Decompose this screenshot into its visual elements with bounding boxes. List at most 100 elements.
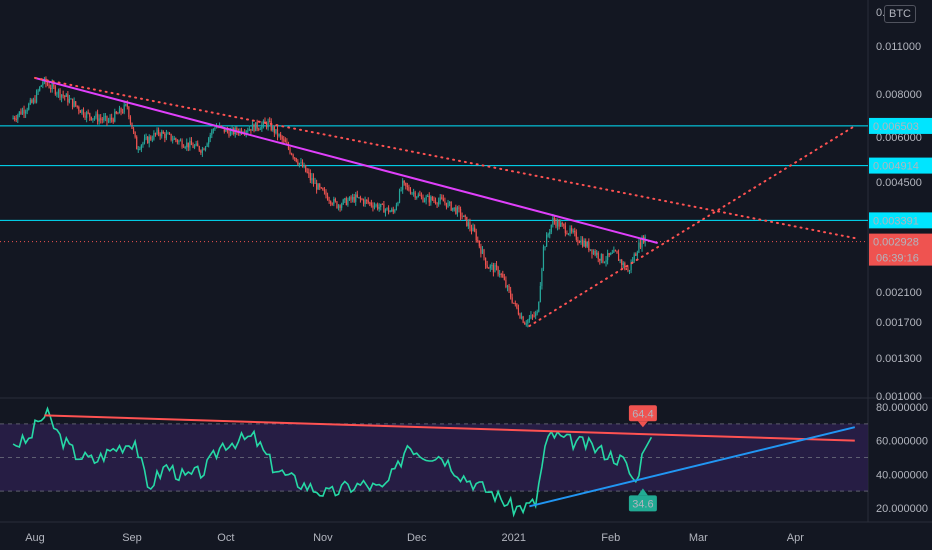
- candle-body: [416, 196, 418, 198]
- currency-badge[interactable]: BTC: [884, 5, 916, 23]
- candle-body: [628, 270, 631, 272]
- candle-body: [486, 265, 488, 268]
- candle-body: [270, 121, 272, 131]
- candle-body: [536, 311, 538, 314]
- candle-body: [48, 84, 50, 88]
- horizontal-levels[interactable]: [0, 125, 868, 243]
- candle-body: [229, 130, 232, 136]
- candle-body: [574, 230, 576, 233]
- candle-body: [339, 205, 341, 208]
- candle-body: [469, 222, 471, 229]
- candle-body: [630, 262, 632, 271]
- candle-body: [510, 290, 512, 298]
- candle-body: [577, 239, 579, 242]
- candle-body: [467, 222, 469, 227]
- candle-body: [262, 120, 265, 125]
- trendlines[interactable]: [34, 76, 856, 328]
- candle-body: [474, 227, 476, 232]
- candle-body: [350, 196, 352, 200]
- candle-body: [514, 303, 516, 305]
- candle-body: [464, 215, 466, 217]
- candle-body: [364, 199, 366, 204]
- candle-body: [458, 207, 460, 209]
- candle-body: [455, 207, 457, 214]
- time-tick-label: 2021: [501, 532, 525, 544]
- candle-body: [533, 315, 535, 317]
- candle-body: [633, 254, 635, 262]
- candle-body: [126, 104, 128, 107]
- candle-body: [322, 187, 324, 191]
- trendline-dotted[interactable]: [528, 125, 856, 328]
- candle-body: [564, 225, 566, 234]
- candle-body: [256, 122, 258, 129]
- candle-body: [225, 128, 227, 132]
- candle-body: [635, 254, 637, 256]
- candle-body: [328, 200, 330, 202]
- candle-body: [331, 203, 333, 205]
- candle-body: [95, 113, 97, 118]
- candle-body: [79, 110, 81, 113]
- level-price-badge: [869, 117, 932, 134]
- candle-body: [195, 143, 197, 146]
- candle-body: [411, 192, 413, 194]
- candle-body: [524, 322, 526, 325]
- candle-body: [605, 260, 607, 263]
- trendline-solid[interactable]: [34, 76, 658, 244]
- candle-body: [362, 199, 365, 204]
- candle-body: [21, 109, 24, 115]
- candle-body: [187, 142, 189, 148]
- candle-body: [317, 184, 319, 190]
- candle-body: [245, 130, 247, 134]
- candle-body: [430, 196, 432, 203]
- candle-body: [29, 99, 31, 104]
- candle-body: [101, 119, 103, 121]
- candle-body: [87, 112, 89, 114]
- candle-body: [580, 239, 582, 243]
- candle-body: [347, 200, 349, 205]
- candle-body: [140, 145, 142, 149]
- candle-body: [295, 158, 297, 162]
- time-tick-label: Feb: [601, 532, 620, 544]
- candle-body: [550, 224, 552, 233]
- candle-body: [93, 117, 96, 119]
- rsi-tick-label: 80.000000: [876, 402, 928, 414]
- candle-body: [137, 149, 139, 151]
- candle-body: [286, 142, 288, 144]
- trendline-dotted[interactable]: [34, 76, 856, 240]
- candle-body: [306, 171, 308, 173]
- candle-body: [571, 228, 573, 232]
- candle-body: [92, 118, 94, 120]
- marker-label: 34.6: [632, 498, 653, 510]
- candle-body: [96, 113, 99, 122]
- candle-body: [248, 128, 250, 131]
- candle-body: [319, 184, 321, 188]
- candle-body: [59, 89, 61, 98]
- time-tick-label: Dec: [407, 532, 427, 544]
- candle-body: [220, 125, 222, 127]
- candle-body: [12, 117, 14, 120]
- level-price-label: 0.006503: [873, 121, 919, 133]
- candle-body: [369, 202, 371, 204]
- price-tick-label: 0.011000: [876, 41, 921, 53]
- level-price-badge: [869, 212, 932, 229]
- candle-body: [267, 121, 269, 128]
- rsi-support-line[interactable]: [529, 426, 856, 508]
- candle-body: [128, 106, 130, 118]
- candle-body: [448, 202, 451, 204]
- candle-body: [583, 240, 585, 247]
- candle-body: [378, 206, 380, 209]
- candle-body: [190, 140, 193, 146]
- candle-body: [391, 209, 393, 212]
- candle-body: [153, 133, 155, 140]
- candle-body: [197, 143, 199, 147]
- candle-body: [348, 196, 351, 201]
- candle-body: [355, 194, 357, 202]
- candle-body: [215, 126, 218, 129]
- candle-body: [481, 249, 484, 254]
- candle-body: [73, 101, 75, 107]
- candle-body: [356, 194, 358, 198]
- candle-body: [223, 127, 225, 132]
- rsi-resistance-line[interactable]: [44, 414, 855, 442]
- candle-body: [183, 146, 185, 148]
